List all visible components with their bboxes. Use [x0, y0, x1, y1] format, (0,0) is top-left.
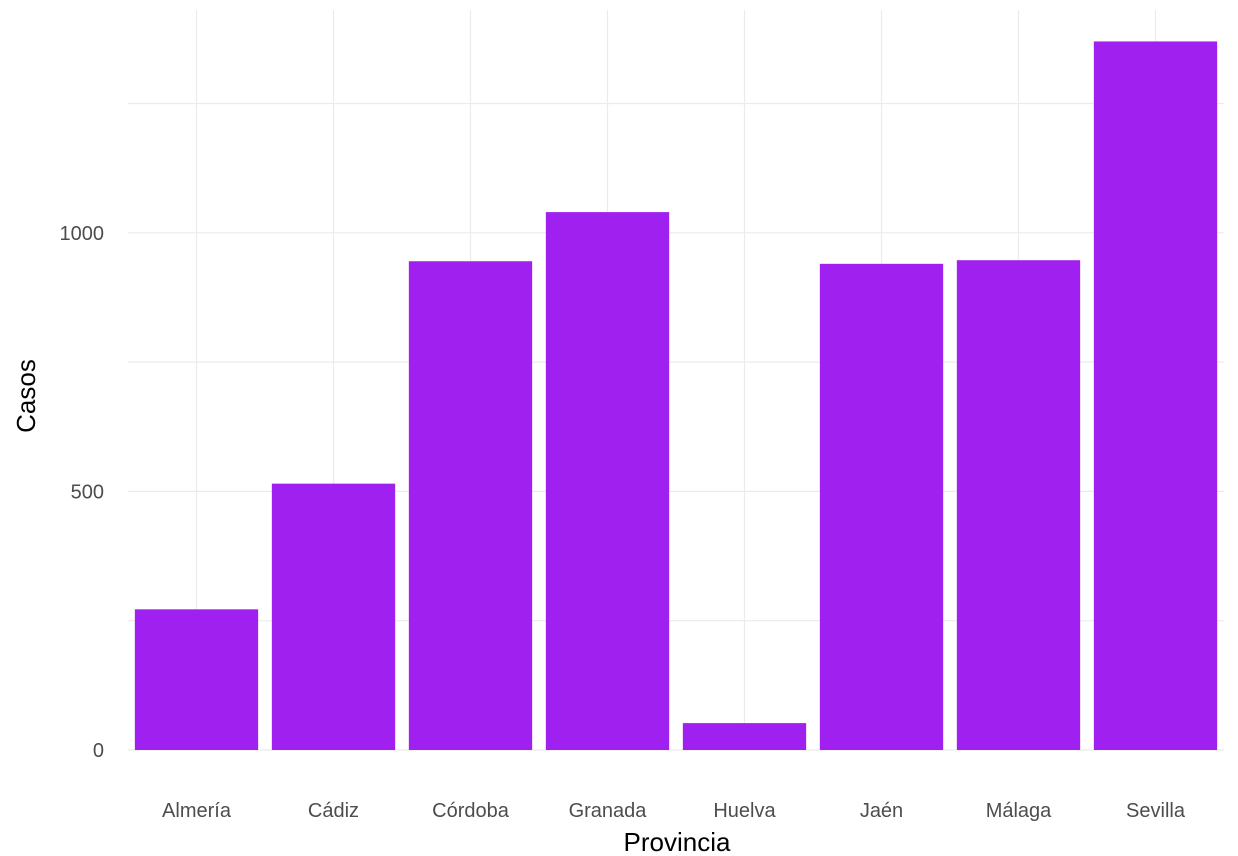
bar-sevilla [1093, 41, 1218, 751]
bar-jaén [819, 263, 944, 750]
x-tick-label: Málaga [986, 800, 1052, 822]
y-axis-ticks: 0 500 1000 [60, 223, 105, 762]
x-tick-label: Huelva [713, 800, 776, 822]
bars [134, 41, 1218, 751]
y-axis-title: Casos [11, 359, 41, 433]
bar-almería [134, 609, 259, 750]
x-tick-label: Jaén [860, 800, 903, 822]
x-tick-label: Sevilla [1126, 800, 1186, 822]
y-tick-label: 1000 [60, 223, 105, 245]
y-tick-label: 0 [93, 740, 104, 762]
bar-granada [545, 212, 670, 750]
x-tick-label: Almería [162, 800, 232, 822]
x-tick-label: Cádiz [308, 800, 359, 822]
x-tick-label: Córdoba [432, 800, 510, 822]
bar-málaga [956, 260, 1081, 750]
x-axis-title: Provincia [624, 827, 731, 856]
bar-cádiz [271, 483, 396, 750]
bar-córdoba [408, 261, 533, 750]
y-tick-label: 500 [71, 481, 104, 503]
x-axis-ticks: Almería Cádiz Córdoba Granada Huelva Jaén Mála… [162, 800, 1186, 822]
bar-huelva [682, 723, 807, 750]
x-tick-label: Granada [569, 800, 648, 822]
